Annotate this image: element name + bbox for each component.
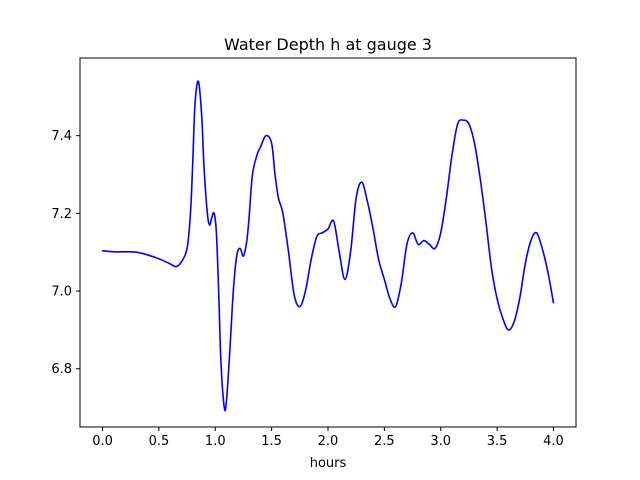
x-tick-label: 1.5: [261, 434, 282, 449]
x-tick-label: 0.5: [149, 434, 170, 449]
x-tick-label: 2.5: [374, 434, 395, 449]
x-tick-label: 1.0: [205, 434, 226, 449]
x-tick-label: 4.0: [543, 434, 564, 449]
y-tick-label: 7.2: [51, 207, 72, 222]
x-tick-label: 3.5: [487, 434, 508, 449]
plot-area: [101, 80, 555, 412]
x-tick-label: 0.0: [92, 434, 113, 449]
x-tick-label: 2.0: [318, 434, 339, 449]
x-axis-ticks: 0.0 0.5 1.0 1.5 2.0 2.5 3.0 3.5 4.0: [92, 427, 564, 449]
y-tick-label: 7.4: [51, 129, 72, 144]
x-axis-label: hours: [310, 456, 347, 471]
x-tick-label: 3.0: [430, 434, 451, 449]
y-tick-label: 7.0: [51, 285, 72, 300]
series-line: [101, 80, 555, 412]
y-tick-label: 6.8: [51, 362, 72, 377]
y-axis-ticks: 6.8 7.0 7.2 7.4: [51, 129, 80, 377]
chart-title: Water Depth h at gauge 3: [224, 35, 432, 54]
